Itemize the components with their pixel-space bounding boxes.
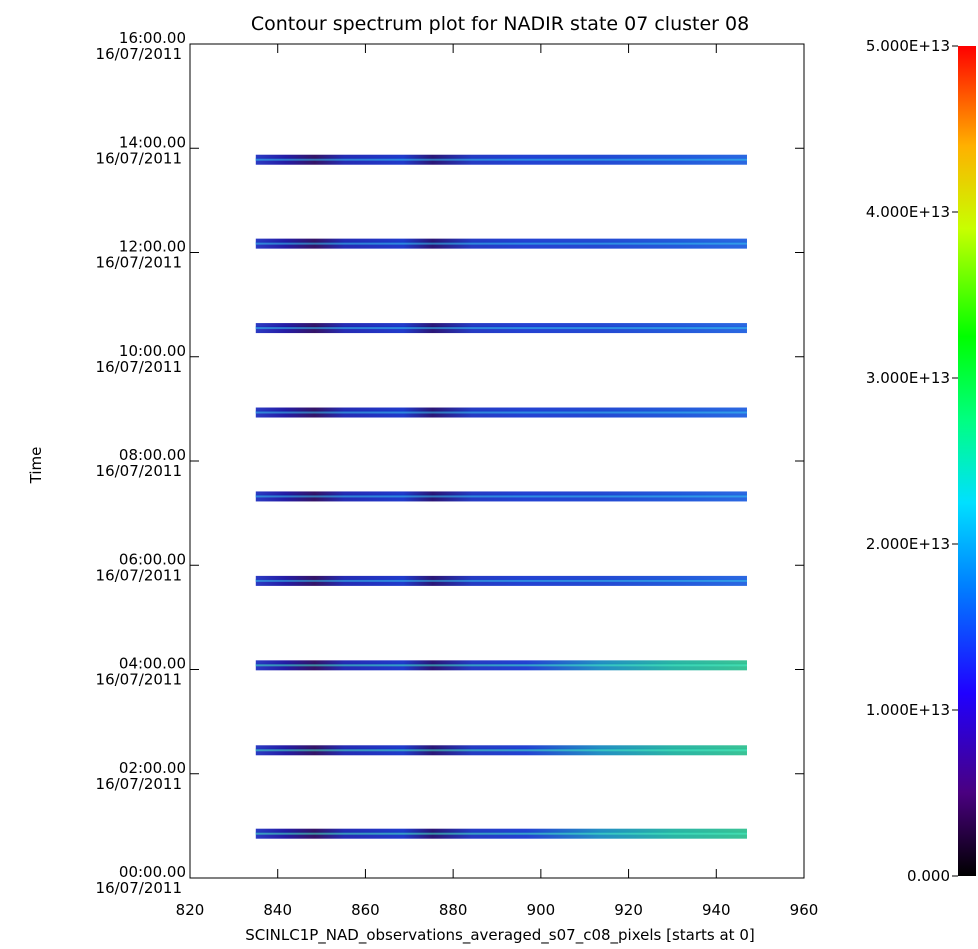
x-tick-label: 840 [263,901,292,919]
colorbar [958,46,976,876]
x-tick-label: 880 [439,901,468,919]
band-center-line [255,579,747,582]
band-center-line [255,832,747,835]
y-tick-time: 14:00.00 [119,133,186,151]
y-tick-date: 16/07/2011 [96,358,182,376]
y-tick-date: 16/07/2011 [96,254,182,272]
spectrum-band [255,491,747,502]
y-axis-label: Time [27,447,45,485]
band-center-line [255,158,747,161]
x-tick-label: 900 [527,901,556,919]
spectrum-band [255,828,747,839]
y-tick-date: 16/07/2011 [96,671,182,689]
y-tick-time: 00:00.00 [119,863,186,881]
spectrum-band [255,575,747,586]
band-center-line [255,664,747,667]
y-tick-time: 08:00.00 [119,446,186,464]
x-tick-label: 960 [790,901,819,919]
spectrum-band [255,660,747,671]
x-tick-label: 860 [351,901,380,919]
y-tick-date: 16/07/2011 [96,45,182,63]
spectrum-band [255,238,747,249]
colorbar-tick-label: 3.000E+13 [866,369,950,387]
chart-title: Contour spectrum plot for NADIR state 07… [251,13,749,35]
y-tick-time: 10:00.00 [119,342,186,360]
y-tick-date: 16/07/2011 [96,462,182,480]
spectrum-band [255,154,747,165]
band-center-line [255,327,747,330]
y-tick-time: 16:00.00 [119,29,186,47]
y-tick-date: 16/07/2011 [96,879,182,897]
band-center-line [255,411,747,414]
y-tick-time: 06:00.00 [119,550,186,568]
x-axis-ticks: 820 840 860 880 900 920 940 960 [176,44,819,919]
band-center-line [255,749,747,752]
spectrum-band [255,323,747,334]
x-tick-label: 820 [176,901,205,919]
y-tick-time: 04:00.00 [119,655,186,673]
x-axis-label: SCINLC1P_NAD_observations_averaged_s07_c… [245,926,754,945]
y-tick-time: 02:00.00 [119,759,186,777]
spectrum-band [255,745,747,756]
spectrum-band [255,407,747,418]
y-tick-date: 16/07/2011 [96,149,182,167]
x-tick-label: 940 [702,901,731,919]
y-tick-date: 16/07/2011 [96,775,182,793]
colorbar-tick-label: 1.000E+13 [866,701,950,719]
y-tick-time: 12:00.00 [119,238,186,256]
x-tick-label: 920 [614,901,643,919]
colorbar-ticks: 0.000 1.000E+13 2.000E+13 3.000E+13 4.000E+1… [866,37,958,885]
y-axis-ticks: 00:00.0016/07/201102:00.0016/07/201104:0… [96,29,804,897]
colorbar-tick-label: 2.000E+13 [866,535,950,553]
colorbar-tick-label: 0.000 [907,867,950,885]
y-tick-date: 16/07/2011 [96,566,182,584]
colorbar-tick-label: 4.000E+13 [866,203,950,221]
band-center-line [255,495,747,498]
colorbar-tick-label: 5.000E+13 [866,37,950,55]
spectrum-bands [255,154,747,839]
band-center-line [255,242,747,245]
